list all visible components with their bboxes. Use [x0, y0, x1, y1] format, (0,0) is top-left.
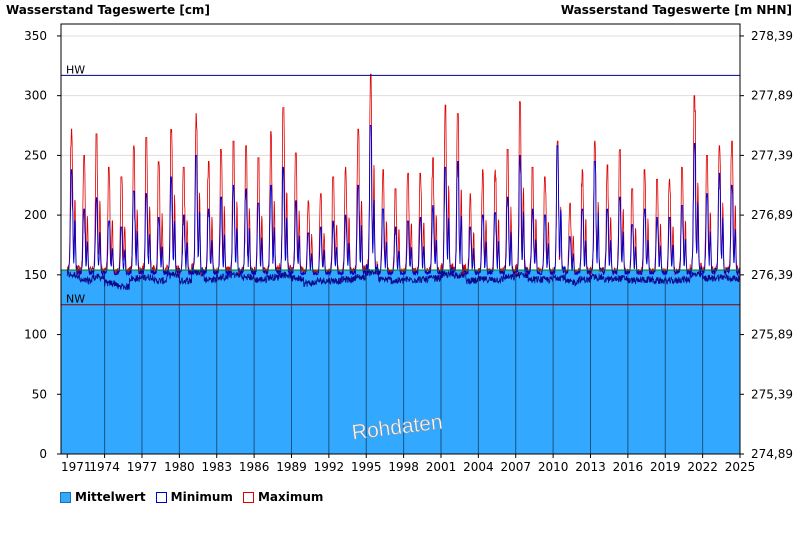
series-minimum [66, 268, 741, 291]
x-tick-label-1980: 1980 [164, 460, 195, 474]
x-tick-label-1983: 1983 [201, 460, 232, 474]
x-tick-label-2013: 2013 [575, 460, 606, 474]
x-tick-label-2010: 2010 [538, 460, 569, 474]
x-tick-label-2025: 2025 [725, 460, 756, 474]
legend-swatch-min [155, 491, 167, 503]
right-tick-label-5: 277,39 [751, 148, 793, 162]
left-axis-title: Wasserstand Tageswerte [cm] [6, 3, 210, 17]
right-axis-title: Wasserstand Tageswerte [m NHN] [561, 3, 792, 17]
x-tick-label-1995: 1995 [351, 460, 382, 474]
mean-area-fill [61, 270, 740, 454]
legend-swatch-max [242, 491, 254, 503]
right-tick-label-0: 274,89 [751, 447, 793, 461]
legend-label-mean: Mittelwert [75, 490, 146, 504]
x-tick-label-1992: 1992 [314, 460, 345, 474]
y-tick-label-350: 350 [24, 29, 47, 43]
x-tick-label-2019: 2019 [650, 460, 681, 474]
legend: Mittelwert Minimum Maximum [60, 490, 323, 504]
x-tick-label-1989: 1989 [276, 460, 307, 474]
right-tick-label-2: 275,89 [751, 328, 793, 342]
x-tick-label-2007: 2007 [500, 460, 531, 474]
y-tick-label-50: 50 [32, 387, 47, 401]
legend-swatch-mean [60, 491, 71, 503]
x-tick-label-2001: 2001 [426, 460, 457, 474]
plot-frame [60, 23, 741, 455]
y-tick-label-0: 0 [39, 447, 47, 461]
y-tick-label-200: 200 [24, 208, 47, 222]
right-tick-label-7: 278,39 [751, 29, 793, 43]
year-gridlines [104, 270, 704, 454]
x-tick-label-2022: 2022 [687, 460, 718, 474]
legend-label-min: Minimum [170, 490, 233, 504]
y-tick-label-150: 150 [24, 268, 47, 282]
right-axis: 274,89 275,39 275,89 276,39 276,89 277,39 277,… [740, 29, 793, 461]
reference-label-nw: NW [66, 293, 85, 306]
x-tick-label-2004: 2004 [463, 460, 494, 474]
series-maximum [66, 73, 741, 277]
right-tick-label-4: 276,89 [751, 208, 793, 222]
x-tick-label-1977: 1977 [127, 460, 158, 474]
mean-area [61, 270, 740, 454]
right-tick-label-3: 276,39 [751, 268, 793, 282]
series-mean-line [66, 125, 741, 277]
y-tick-label-250: 250 [24, 148, 47, 162]
left-axis: 0 50 100 150 200 250 300 350 [24, 29, 61, 461]
x-tick-label-1998: 1998 [388, 460, 419, 474]
legend-item-mean: Mittelwert [60, 490, 146, 504]
x-tick-label-1986: 1986 [239, 460, 270, 474]
reference-lines: HW NW [61, 63, 740, 306]
y-tick-label-100: 100 [24, 328, 47, 342]
series-lines [66, 73, 741, 291]
x-tick-label-1974: 1974 [89, 460, 120, 474]
y-tick-label-300: 300 [24, 89, 47, 103]
x-tick-label-2016: 2016 [613, 460, 644, 474]
legend-item-min: Minimum [155, 490, 233, 504]
legend-label-max: Maximum [257, 490, 324, 504]
right-tick-label-6: 277,89 [751, 89, 793, 103]
x-tick-label-1971: 1971 [61, 460, 92, 474]
right-tick-label-1: 275,39 [751, 387, 793, 401]
reference-label-hw: HW [66, 63, 85, 76]
legend-item-max: Maximum [242, 490, 324, 504]
